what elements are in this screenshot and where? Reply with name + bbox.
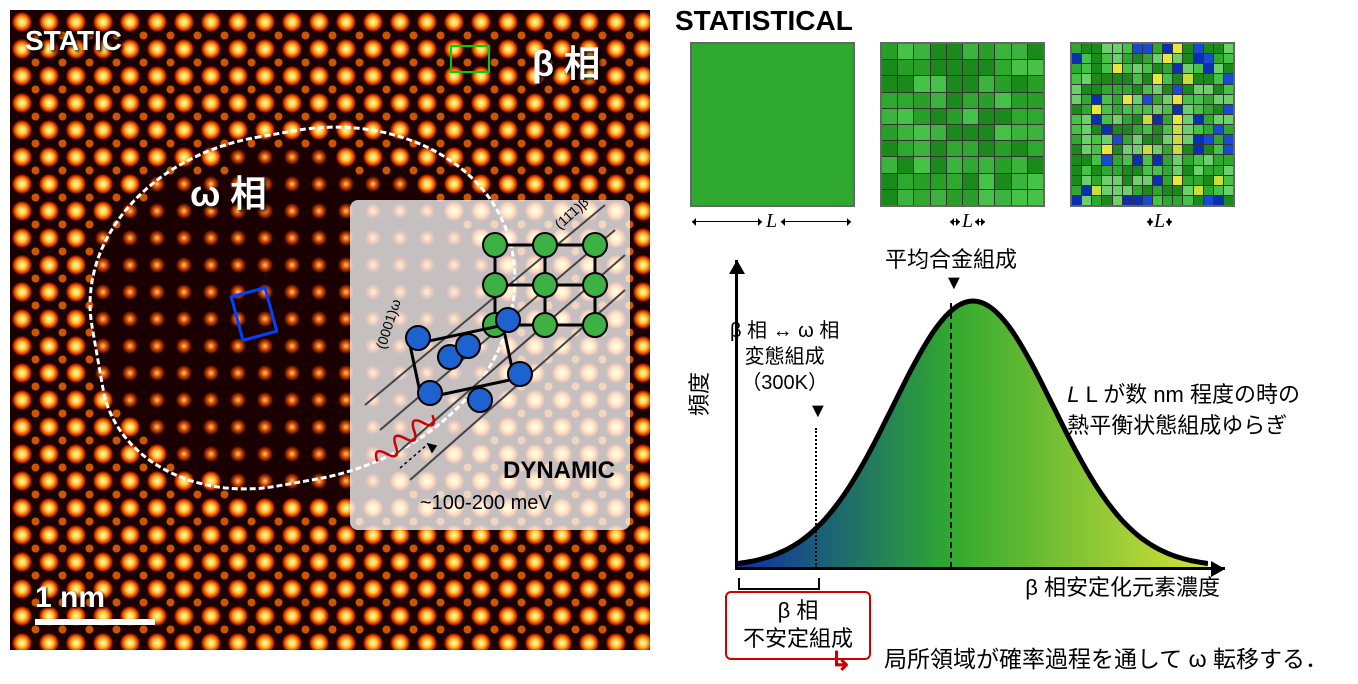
scale-bar: 1 nm xyxy=(35,581,155,625)
beta-region-box xyxy=(450,45,490,73)
mean-label: 平均合金組成 xyxy=(885,242,1017,274)
mean-arrow-icon: ▼ xyxy=(944,272,964,295)
grid-medium-L: L xyxy=(880,42,1045,207)
tem-micrograph: STATIC β 相 ω 相 xyxy=(10,10,650,650)
conclusion-text: 局所領域が確率過程を通して ω 転移する． xyxy=(884,640,1328,674)
grid-row: L L L xyxy=(690,42,1235,207)
red-arrow-icon: ↳ xyxy=(830,646,852,677)
right-panel: STATISTICAL L L L xyxy=(670,0,1358,684)
left-panel: STATIC β 相 ω 相 xyxy=(0,0,660,660)
dynamic-inset: (11̄1)β (0001)ω xyxy=(350,200,630,530)
transformation-label: β 相 ↔ ω 相 変態組成 （300K） xyxy=(730,318,839,396)
x-axis-label: β 相安定化元素濃度 xyxy=(1025,570,1220,602)
grid-small-L: L xyxy=(1070,42,1235,207)
dynamic-label: DYNAMIC xyxy=(503,457,615,485)
unstable-bracket xyxy=(738,578,820,590)
L-symbol: L xyxy=(766,210,777,233)
omega-phase-label: ω 相 xyxy=(190,165,266,217)
distribution-chart: 頻度 β 相安定化元素濃度 平均合金組成 ▼ β 相 ↔ ω 相 変態組成 （3… xyxy=(680,250,1340,630)
scale-text: 1 nm xyxy=(35,581,155,615)
mean-composition-line xyxy=(950,303,952,568)
grid-large-L: L xyxy=(690,42,855,207)
static-label: STATIC xyxy=(25,25,122,57)
svg-text:(0001)ω: (0001)ω xyxy=(373,297,404,351)
svg-text:(11̄1)β: (11̄1)β xyxy=(551,200,591,232)
transformation-composition-line xyxy=(815,428,817,568)
energy-label: ~100-200 meV xyxy=(420,492,552,515)
y-axis-label: 頻度 xyxy=(682,372,714,416)
statistical-label: STATISTICAL xyxy=(675,5,853,37)
scale-line xyxy=(35,619,155,625)
beta-phase-label: β 相 xyxy=(532,35,600,87)
trans-arrow-icon: ▼ xyxy=(808,400,828,423)
fluctuation-label: L L が数 nm 程度の時の 熱平衡状態組成ゆらぎ xyxy=(1067,380,1300,442)
